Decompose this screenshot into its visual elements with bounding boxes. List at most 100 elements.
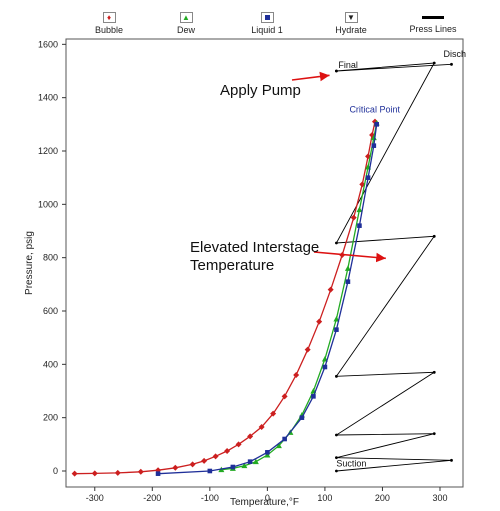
press-line-point <box>335 433 338 437</box>
liquid-1-point <box>247 459 253 464</box>
plot-frame <box>65 38 464 488</box>
arrow-interstage <box>313 251 386 263</box>
liquid-square-icon <box>260 12 274 23</box>
dew-point <box>252 458 259 465</box>
liquid-1-point <box>371 143 377 148</box>
bubble-diamond-icon: ♦ <box>102 12 116 23</box>
press-line-point <box>450 458 453 462</box>
bubble-point <box>114 469 121 476</box>
legend-label-dew: Dew <box>176 25 195 35</box>
liquid-1-point <box>311 394 316 399</box>
press-line-point <box>432 61 436 65</box>
y-tick-label: 0 <box>53 466 58 476</box>
liquid-1-point <box>322 364 328 370</box>
dew-point <box>264 452 271 458</box>
liquid-1-point <box>334 327 339 332</box>
press-line-point <box>335 469 338 473</box>
dew-point <box>344 265 351 271</box>
x-tick-label: 200 <box>375 493 390 503</box>
legend-item-bubble: ♦ Bubble <box>79 12 139 35</box>
legend-label-press-lines: Press Lines <box>409 24 457 34</box>
bubble-point <box>293 372 300 378</box>
bubble-point <box>247 433 254 440</box>
x-tick-label: 100 <box>317 493 332 503</box>
y-tick-label: 200 <box>43 413 58 423</box>
y-tick-label: 1200 <box>38 146 58 156</box>
legend-item-dew: ▲ Dew <box>156 12 216 35</box>
arrow-apply-pump <box>291 71 330 82</box>
bubble-point <box>172 464 179 471</box>
series-press-lines <box>334 62 452 472</box>
press-line-point <box>335 69 338 73</box>
legend: ♦ Bubble ▲ Dew Liquid 1 ▼ Hydrate Press … <box>0 12 500 42</box>
x-tick-label: 300 <box>432 493 447 503</box>
liquid-1-point <box>282 436 287 442</box>
dew-point <box>333 316 340 322</box>
dew-point <box>356 206 363 213</box>
liquid-1-point <box>345 279 351 284</box>
press-line-point <box>335 374 338 378</box>
y-tick-label: 1000 <box>38 199 58 209</box>
y-tick-label: 400 <box>43 359 58 369</box>
bubble-point <box>316 318 323 325</box>
press-line-point <box>432 370 436 374</box>
bubble-point <box>212 453 219 460</box>
dew-point <box>275 442 282 449</box>
bubble-point <box>137 468 144 475</box>
bubble-point <box>224 448 231 454</box>
liquid-1-point <box>357 223 362 228</box>
y-tick-label: 800 <box>43 253 58 263</box>
y-tick-label: 1600 <box>38 39 58 49</box>
legend-label-bubble: Bubble <box>94 25 124 35</box>
bubble-point <box>350 214 357 221</box>
x-tick-label: -200 <box>143 493 161 503</box>
point-label: Suction <box>336 459 366 469</box>
x-tick-label: 0 <box>265 493 270 503</box>
bubble-point <box>304 346 311 353</box>
legend-item-liquid: Liquid 1 <box>237 12 297 35</box>
bubble-point <box>189 461 196 468</box>
press-line-point <box>432 234 436 238</box>
bubble-point <box>327 286 334 293</box>
press-line-point <box>335 456 338 460</box>
y-axis-label: Pressure, psig <box>24 231 35 295</box>
legend-item-hydrate: ▼ Hydrate <box>321 12 381 35</box>
dew-triangle-icon: ▲ <box>179 12 193 23</box>
liquid-1-point <box>155 471 161 476</box>
bubble-point <box>235 441 242 448</box>
press-line-point <box>432 432 436 436</box>
series-liquid-1 <box>158 124 378 475</box>
liquid-1-point <box>374 122 379 127</box>
series-dew <box>221 122 378 471</box>
bubble-point <box>281 393 288 400</box>
x-tick-label: -100 <box>201 493 219 503</box>
liquid-1-point <box>265 450 270 455</box>
bubble-point <box>270 410 277 417</box>
point-label: Disch <box>443 49 466 59</box>
point-label: Final <box>338 60 358 70</box>
annotation-interstage-line2: Temperature <box>190 257 275 274</box>
bubble-point <box>71 470 78 477</box>
legend-label-hydrate: Hydrate <box>335 25 367 35</box>
press-lines-icon <box>422 16 444 19</box>
liquid-1-point <box>207 468 213 474</box>
annotation-apply-pump: Apply Pump <box>220 82 301 99</box>
press-line-point <box>335 241 338 245</box>
x-axis-label: Temperature,°F <box>230 497 299 508</box>
hydrate-triangle-down-icon: ▼ <box>344 12 358 23</box>
liquid-1-point <box>365 175 371 180</box>
dew-point <box>241 462 248 469</box>
legend-label-liquid: Liquid 1 <box>251 25 283 35</box>
annotation-interstage-line1: Elevated Interstage <box>190 239 320 256</box>
series-bubble <box>74 121 376 475</box>
bubble-point <box>201 457 208 464</box>
bubble-point <box>258 424 265 430</box>
liquid-1-point <box>299 415 305 420</box>
press-line-point <box>450 62 453 66</box>
y-tick-label: 1400 <box>38 93 58 103</box>
liquid-1-point <box>230 464 236 470</box>
x-tick-label: -300 <box>86 493 104 503</box>
legend-item-press-lines: Press Lines <box>403 12 463 34</box>
y-tick-label: 600 <box>43 306 58 316</box>
